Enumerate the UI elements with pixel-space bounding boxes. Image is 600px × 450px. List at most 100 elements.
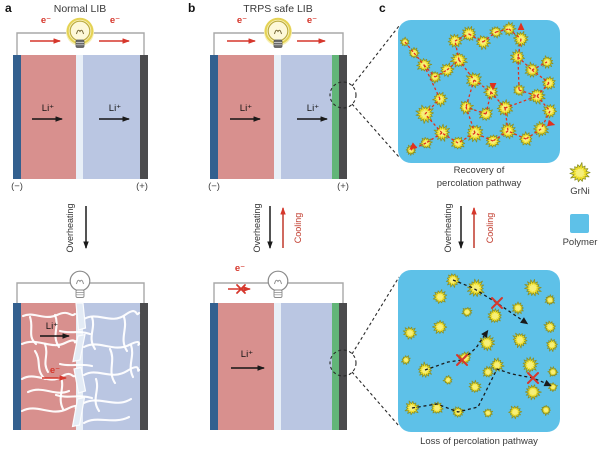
percolation-link: [474, 132, 494, 142]
polymer-swatch: [570, 214, 589, 233]
battery-b-bottom: [210, 270, 400, 430]
grni-particle-core: [479, 38, 487, 47]
legend-grni-label: GrNi: [570, 186, 590, 197]
cooling-label: Cooling: [485, 212, 495, 244]
percolation-link: [531, 69, 550, 84]
percolation-link: [490, 91, 506, 109]
percolation-link: [454, 40, 460, 61]
grni-particle-core: [435, 323, 444, 331]
lithium-label: Li⁺: [45, 321, 59, 332]
caption-recovery: Recovery of percolation pathway: [399, 165, 559, 190]
magnifier-line: [351, 103, 400, 158]
percolation-link: [536, 95, 551, 112]
percolation-link: [504, 95, 538, 109]
anode: [218, 303, 274, 430]
percolation-link: [485, 91, 492, 115]
grni-particle-core: [449, 276, 457, 285]
light-bulb-off-icon: [267, 270, 289, 299]
electron-label-short: e⁻: [49, 365, 61, 376]
title-normal-lib: Normal LIB: [53, 3, 107, 15]
lithium-label: Li⁺: [306, 103, 320, 114]
light-bulb-on-icon: [65, 17, 95, 49]
broken-path-cross-icon: [491, 297, 503, 309]
caption-recovery-line1: Recovery of: [453, 165, 505, 176]
percolation-link: [517, 56, 533, 71]
positive-collector: [140, 55, 148, 179]
lithium-label: Li⁺: [239, 103, 253, 114]
positive-terminal-label: (+): [136, 181, 148, 192]
grni-particle-core: [549, 341, 555, 349]
negative-collector: [210, 55, 218, 179]
percolation-link: [423, 64, 441, 100]
lithium-label: Li⁺: [41, 103, 55, 114]
percolation-link: [525, 128, 542, 140]
separator: [76, 55, 83, 179]
overheating-label: Overheating: [252, 203, 262, 253]
percolation-link: [465, 106, 487, 115]
percolation-link: [517, 38, 522, 58]
trps-layer: [332, 303, 339, 430]
broken-path-cross-icon: [456, 354, 468, 366]
grni-particle-core: [511, 408, 519, 416]
grni-particle-core: [485, 410, 491, 416]
percolation-link: [425, 132, 443, 144]
positive-terminal-label: (+): [337, 181, 349, 192]
percolation-link: [424, 113, 443, 134]
percolation-link: [540, 110, 551, 130]
magnifier-line: [351, 276, 400, 355]
grni-particle-core: [491, 311, 500, 320]
grni-particle-core: [528, 283, 538, 293]
separator-fragments: [71, 302, 87, 428]
percolation-link: [458, 59, 475, 81]
grni-particle-core: [406, 329, 415, 337]
grni-particle-core: [493, 360, 501, 369]
grni-particle-core: [470, 283, 482, 293]
broken-pathway: [452, 279, 523, 321]
grni-particle-core: [543, 407, 549, 413]
title-trps-safe-lib: TRPS safe LIB: [243, 3, 313, 15]
panel-label-c: c: [379, 1, 386, 15]
broken-pathway-arrow: [481, 329, 489, 338]
percolation-link: [424, 98, 441, 115]
loss-network: [401, 273, 559, 420]
grni-particle-core: [503, 126, 513, 136]
grni-particle-core: [464, 309, 470, 315]
electron-label: e⁻: [40, 15, 52, 26]
percolation-link: [457, 132, 476, 144]
grni-particle-core: [403, 357, 409, 363]
recovery-network: [399, 21, 557, 156]
grni-particle-core: [550, 368, 556, 375]
electron-label: e⁻: [236, 15, 248, 26]
caption-loss: Loss of percolation pathway: [420, 436, 538, 447]
negative-terminal-label: (−): [208, 181, 220, 192]
overheating-label: Overheating: [443, 203, 453, 253]
light-bulb-off-icon: [69, 270, 91, 299]
broken-path-cross-icon: [527, 372, 539, 384]
percolation-arrow: [547, 119, 556, 127]
negative-collector: [210, 303, 218, 430]
percolation-link: [507, 130, 527, 140]
panel-label-b: b: [188, 1, 196, 15]
overheating-label: Overheating: [65, 203, 75, 253]
percolation-link: [434, 69, 448, 78]
electron-label: e⁻: [306, 15, 318, 26]
dendrites: [20, 310, 141, 425]
percolation-link: [473, 79, 492, 93]
percolation-arrow: [489, 83, 497, 91]
legend: [569, 162, 591, 233]
negative-terminal-label: (−): [11, 181, 23, 192]
percolation-arrow: [517, 22, 525, 30]
percolation-link: [495, 28, 510, 33]
separator: [274, 303, 281, 430]
legend-polymer-label: Polymer: [562, 237, 598, 248]
cathode: [281, 303, 332, 430]
grni-particle-core: [471, 383, 479, 391]
grni-particle-core: [407, 403, 416, 412]
grni-particle-core: [550, 384, 556, 390]
separator-damaged: [76, 303, 83, 430]
trps-layer: [332, 55, 339, 179]
percolation-link: [517, 56, 520, 91]
positive-collector: [339, 55, 347, 179]
